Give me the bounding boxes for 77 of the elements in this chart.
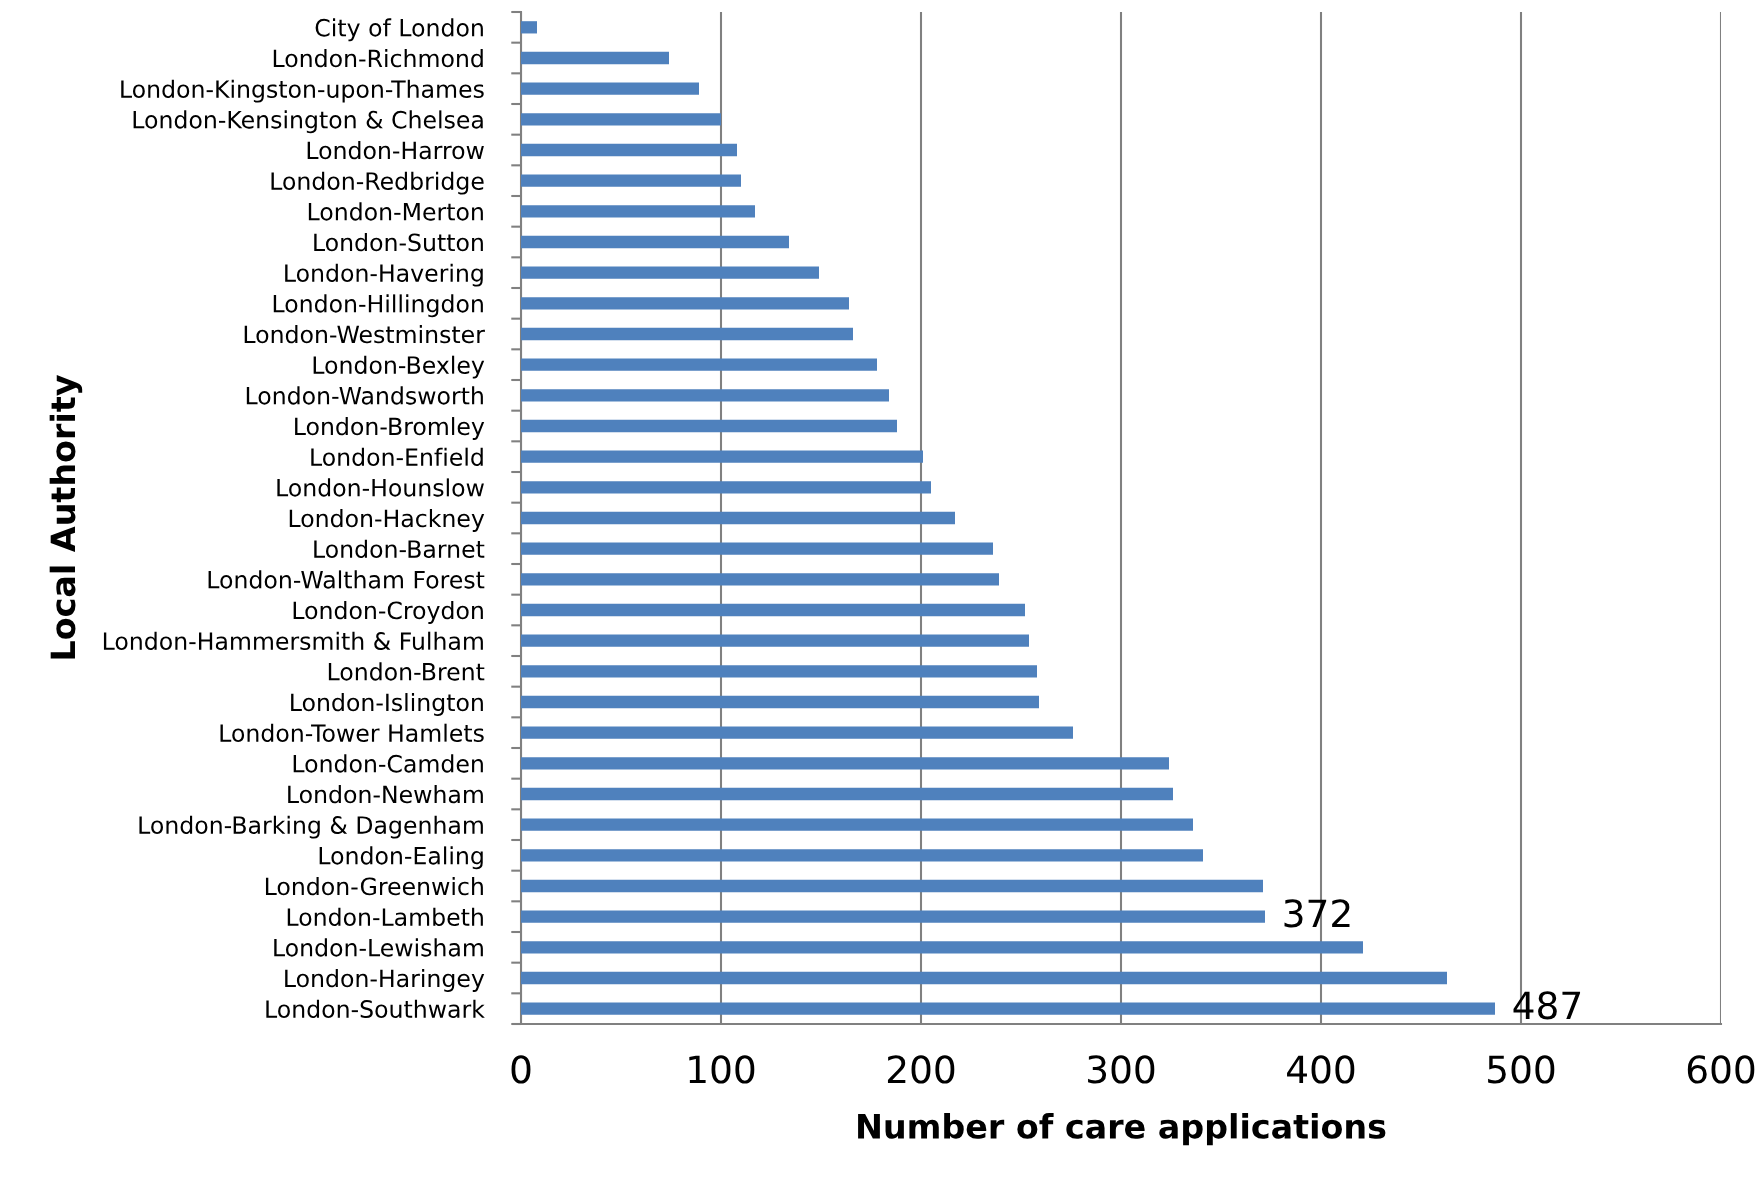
bar (521, 818, 1193, 831)
x-tick-label: 600 (1687, 1055, 1755, 1084)
y-tick-label: London-Kingston-upon-Thames (121, 79, 484, 103)
bar (521, 1002, 1495, 1015)
x-tick-label: 0 (511, 1055, 531, 1084)
y-tick-label: London-Kensington & Chelsea (133, 110, 483, 134)
bar (521, 82, 699, 95)
y-tick-label: London-Haringey (285, 969, 485, 992)
y-tick-label: London-Havering (285, 263, 483, 287)
bar (521, 266, 819, 279)
bar (521, 389, 889, 402)
bar (521, 450, 923, 463)
bar (521, 695, 1039, 709)
x-tick-label: 300 (1088, 1055, 1155, 1084)
x-tick-label: 400 (1287, 1055, 1355, 1084)
y-tick-label: London-Hounslow (277, 478, 484, 497)
y-tick-label: City of London (315, 18, 483, 42)
y-tick-label: London-Brent (328, 662, 485, 681)
bar (521, 971, 1447, 985)
y-tick-label: London-Newham (288, 785, 483, 804)
bar (521, 21, 537, 34)
y-tick-label: London-Barking & Dagenham (139, 815, 483, 839)
x-tick-label: 200 (887, 1055, 955, 1084)
bar (521, 941, 1363, 954)
bar (521, 542, 993, 555)
y-tick-label: London-Redbridge (271, 171, 484, 195)
bar (521, 481, 931, 494)
y-tick-label: London-Sutton (314, 233, 483, 252)
x-axis-title: Number of care applications (858, 1113, 1386, 1146)
y-tick-label: London-Greenwich (265, 877, 483, 896)
bar (521, 297, 849, 310)
y-tick-label: London-Waltham Forest (208, 570, 485, 589)
bar (521, 205, 755, 218)
bar (521, 849, 1203, 862)
bar (521, 910, 1265, 923)
y-tick-label: London-Tower Hamlets (220, 723, 484, 742)
y-tick-label: London-Enfield (311, 447, 483, 466)
y-tick-label: London-Westminster (244, 325, 485, 344)
bar (521, 665, 1037, 678)
y-tick-label: London-Lambeth (287, 907, 483, 926)
bar (521, 358, 877, 371)
y-tick-label: London-Hillingdon (273, 294, 483, 318)
bar (521, 419, 897, 433)
y-tick-label: London-Ealing (319, 846, 483, 870)
bar (521, 143, 737, 157)
bar (521, 327, 853, 341)
y-tick-label: London-Croydon (293, 601, 483, 624)
y-tick-label: London-Harrow (307, 141, 484, 160)
bar (521, 51, 669, 65)
y-tick-label: London-Bromley (295, 417, 485, 440)
x-tick-label: 500 (1488, 1055, 1555, 1084)
bar (521, 879, 1263, 893)
y-tick-label: London-Lewisham (274, 938, 483, 957)
y-tick-label: London-Southwark (266, 999, 485, 1018)
bar (521, 757, 1169, 770)
bar (521, 511, 955, 525)
bar (521, 113, 721, 126)
y-tick-label: London-Camden (293, 754, 483, 773)
y-tick-label: London-Barnet (314, 539, 485, 558)
y-axis-title: Local Authority (49, 375, 83, 659)
data-label: 487 (1513, 991, 1581, 1020)
y-tick-label: London-Bexley (313, 355, 485, 379)
data-label: 372 (1284, 899, 1350, 928)
y-tick-label: London-Hackney (289, 509, 485, 532)
bar (521, 573, 999, 586)
y-tick-label: London-Hammersmith & Fulham (103, 631, 483, 650)
bar (521, 174, 741, 187)
y-tick-label: London-Wandsworth (246, 386, 483, 405)
x-tick-label: 100 (689, 1055, 755, 1084)
bar (521, 634, 1029, 647)
y-tick-label: London-Merton (308, 202, 483, 221)
bar (521, 726, 1073, 739)
bar (521, 235, 789, 249)
y-tick-label: London-Islington (291, 693, 483, 716)
bar (521, 603, 1025, 617)
y-tick-label: London-Richmond (273, 49, 483, 68)
bar (521, 787, 1173, 801)
